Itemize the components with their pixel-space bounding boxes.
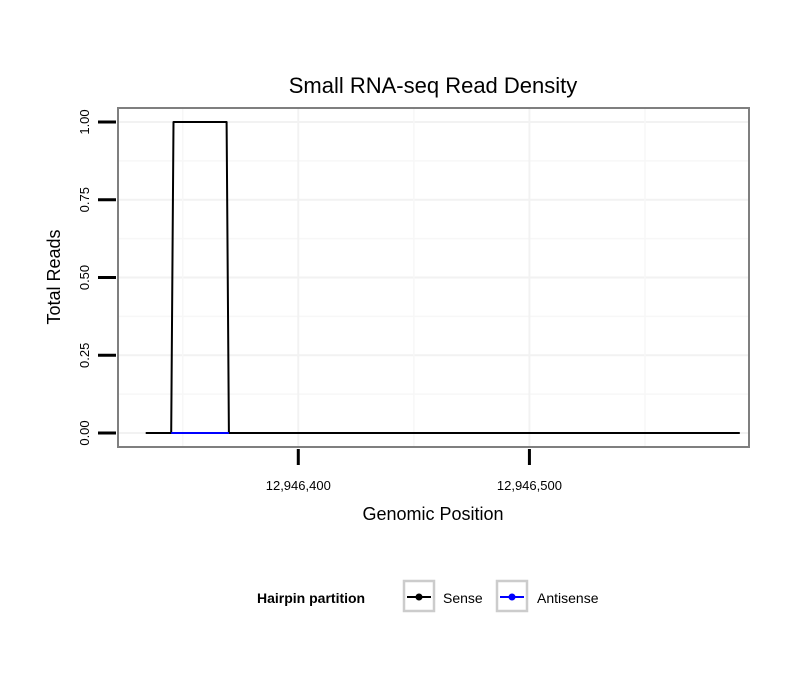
x-tick-label: 12,946,500 (497, 478, 562, 493)
x-axis-title: Genomic Position (362, 504, 503, 524)
chart-title: Small RNA-seq Read Density (289, 73, 578, 98)
legend-title: Hairpin partition (257, 590, 365, 606)
legend-item-sense: Sense (402, 579, 483, 613)
legend-item-antisense: Antisense (495, 579, 599, 613)
legend-point-antisense (508, 593, 516, 601)
x-tick-label: 12,946,400 (266, 478, 331, 493)
legend-label-antisense: Antisense (537, 590, 599, 606)
y-tick-label: 0.00 (77, 420, 92, 445)
y-tick-label: 0.50 (77, 265, 92, 290)
legend-point-sense (415, 593, 423, 601)
x-axis: 12,946,400 12,946,500 (266, 449, 562, 493)
series-layer (145, 121, 740, 434)
y-axis-title: Total Reads (44, 229, 64, 324)
y-tick-label: 0.25 (77, 343, 92, 368)
legend: Hairpin partition Sense Antisense (257, 579, 599, 613)
y-axis: 0.00 0.25 0.50 0.75 1.00 (77, 109, 116, 446)
plot-border (117, 107, 750, 448)
legend-label-sense: Sense (443, 590, 483, 606)
series-line-sense (145, 121, 740, 434)
y-tick-label: 1.00 (77, 109, 92, 134)
y-tick-label: 0.75 (77, 187, 92, 212)
